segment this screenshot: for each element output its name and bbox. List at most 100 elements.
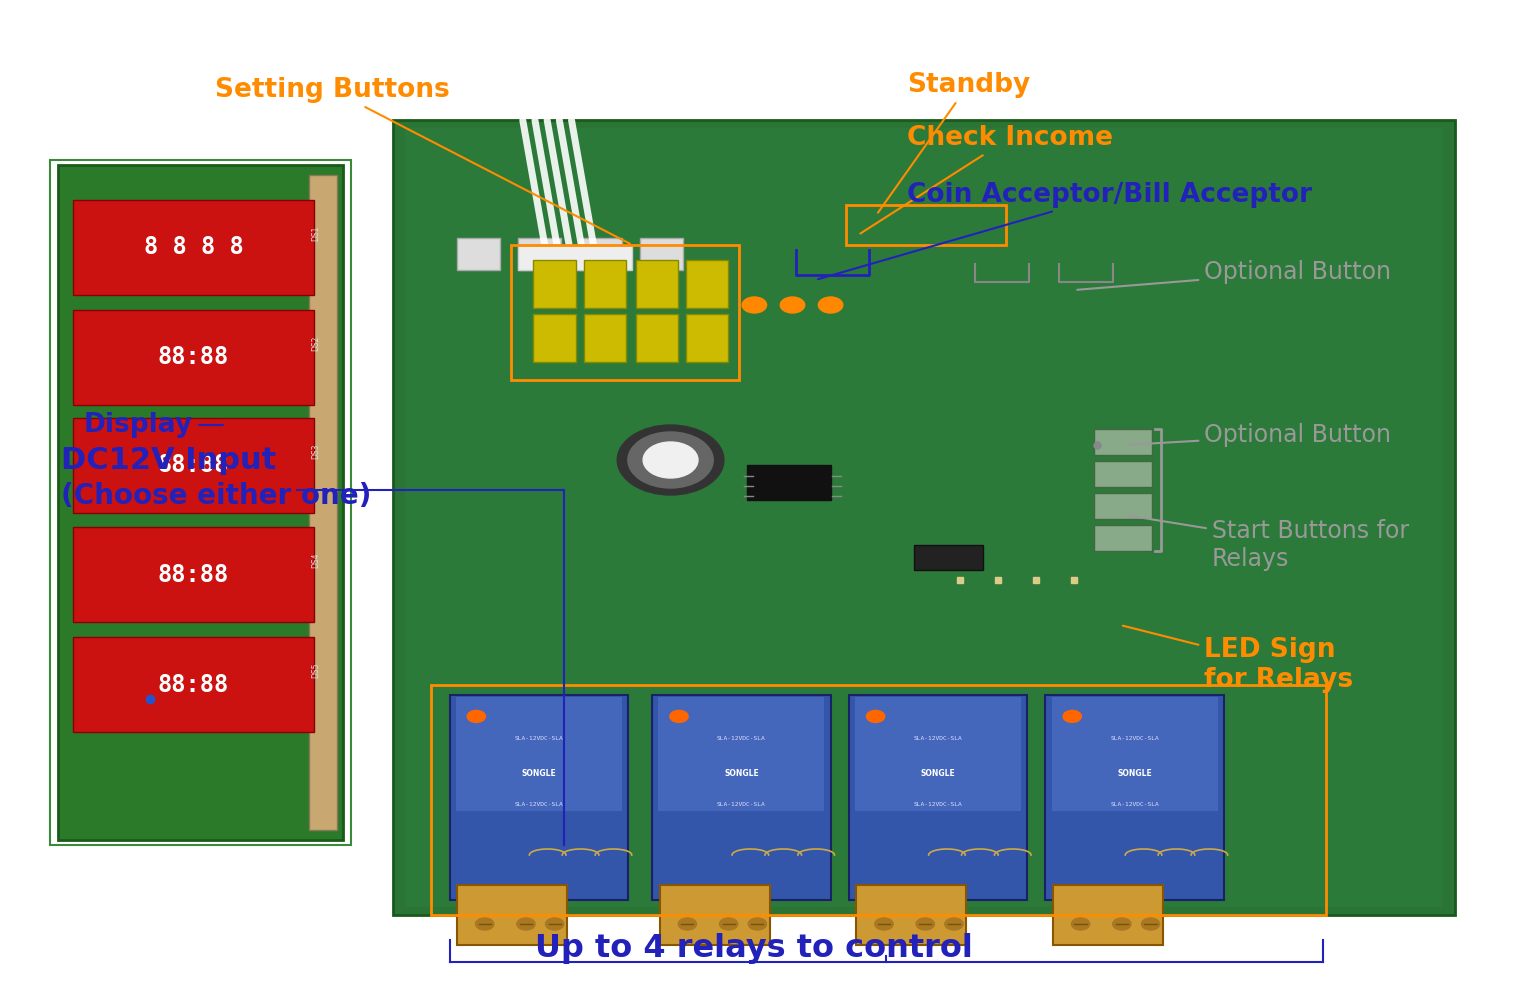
Circle shape [678,918,696,930]
Text: Standby: Standby [878,72,1030,213]
Text: DS5: DS5 [311,662,320,678]
Circle shape [742,297,767,313]
Bar [457,238,500,270]
Circle shape [1064,710,1082,722]
Bar [58,165,343,840]
Bar [1094,461,1152,487]
Text: Optional Button: Optional Button [1128,423,1391,447]
Text: 88:88: 88:88 [158,346,229,369]
Text: DS1: DS1 [311,226,320,241]
Bar [1094,493,1152,519]
Circle shape [818,297,843,313]
Bar [636,314,678,362]
Bar [636,260,678,308]
Circle shape [617,425,724,495]
Bar [405,128,1443,907]
Bar [856,885,966,945]
Bar [640,238,683,270]
Bar [1045,695,1224,900]
Bar [1053,885,1163,945]
Text: SLA-12VDC-SLA: SLA-12VDC-SLA [914,736,962,741]
Bar [518,238,561,270]
Circle shape [475,918,494,930]
Bar [914,545,983,570]
Circle shape [916,918,934,930]
Bar [457,885,567,945]
Bar [73,637,314,732]
Text: SLA-12VDC-SLA: SLA-12VDC-SLA [1111,736,1158,741]
Circle shape [671,710,689,722]
Bar [73,418,314,513]
Text: Display: Display [84,412,223,438]
Text: 88:88: 88:88 [158,562,229,586]
Text: SONGLE: SONGLE [724,769,759,778]
Text: SONGLE: SONGLE [521,769,556,778]
Bar [686,314,728,362]
Text: Start Buttons for
Relays: Start Buttons for Relays [1128,515,1408,571]
Text: (Choose either one): (Choose either one) [61,482,372,510]
Bar [309,175,337,830]
Bar [747,465,831,500]
Circle shape [1141,918,1160,930]
Bar [511,245,739,380]
Bar [849,695,1027,900]
Bar [73,310,314,405]
Bar [456,697,622,811]
Text: DS3: DS3 [311,444,320,459]
Bar [73,200,314,295]
Text: SLA-12VDC-SLA: SLA-12VDC-SLA [914,802,962,807]
Bar [1052,697,1218,811]
Bar [533,314,576,362]
Bar [846,205,1006,245]
Text: SONGLE: SONGLE [920,769,956,778]
Circle shape [867,710,885,722]
Bar [686,260,728,308]
Bar [393,120,1455,915]
Text: Coin Acceptor/Bill Acceptor: Coin Acceptor/Bill Acceptor [818,182,1312,279]
Bar [584,260,626,308]
Text: Optional Button: Optional Button [1077,260,1391,290]
Bar [855,697,1021,811]
Text: DS2: DS2 [311,336,320,351]
Bar [584,314,626,362]
Circle shape [748,918,767,930]
Text: SLA-12VDC-SLA: SLA-12VDC-SLA [718,802,765,807]
Text: 88:88: 88:88 [158,454,229,478]
Bar [660,885,770,945]
Circle shape [875,918,893,930]
Circle shape [468,710,486,722]
Circle shape [1113,918,1131,930]
Bar [658,697,824,811]
Text: SLA-12VDC-SLA: SLA-12VDC-SLA [515,736,562,741]
Circle shape [1071,918,1090,930]
Bar [518,245,632,270]
Text: Setting Buttons: Setting Buttons [215,77,629,244]
Bar [1094,525,1152,551]
Text: SONGLE: SONGLE [1117,769,1152,778]
Bar [431,685,1326,915]
Text: SLA-12VDC-SLA: SLA-12VDC-SLA [1111,802,1158,807]
Circle shape [517,918,535,930]
Circle shape [719,918,738,930]
Circle shape [945,918,963,930]
Circle shape [780,297,805,313]
Bar [450,695,628,900]
Bar [1094,429,1152,455]
Circle shape [546,918,564,930]
Bar [50,160,351,845]
Text: DC12V Input: DC12V Input [61,446,276,475]
Bar [579,238,622,270]
Bar [652,695,831,900]
Text: SLA-12VDC-SLA: SLA-12VDC-SLA [718,736,765,741]
Text: DS4: DS4 [311,552,320,568]
Text: SLA-12VDC-SLA: SLA-12VDC-SLA [515,802,562,807]
Text: LED Sign
for Relays: LED Sign for Relays [1123,626,1353,693]
Text: 8 8 8 8: 8 8 8 8 [143,235,244,259]
Circle shape [628,432,713,488]
Text: 88:88: 88:88 [158,672,229,696]
Bar [533,260,576,308]
Text: Check Income: Check Income [861,125,1113,234]
Bar [73,527,314,622]
Circle shape [643,442,698,478]
Text: Up to 4 relays to control: Up to 4 relays to control [535,932,974,964]
